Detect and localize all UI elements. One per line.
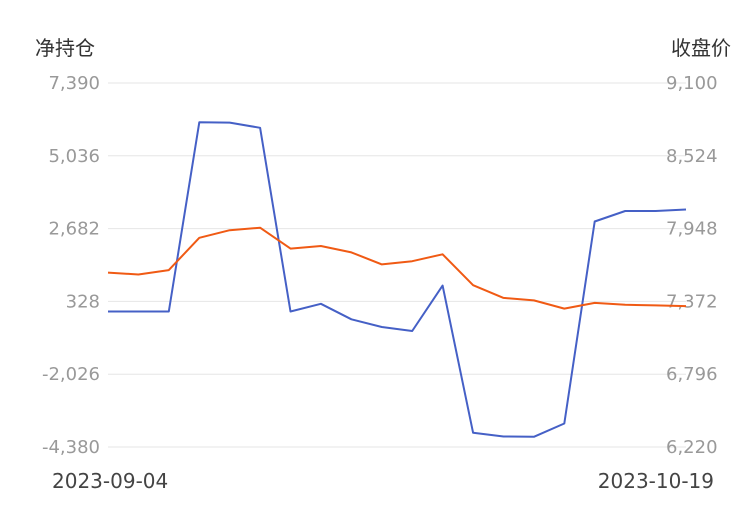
right-tick-label: 9,100: [666, 73, 718, 94]
left-tick-label: 5,036: [48, 146, 100, 167]
right-tick-label: 8,524: [666, 146, 718, 167]
net-position-series-line: [108, 121, 687, 438]
left-axis-ticks: 7,390 5,036 2,682 328 -2,026 -4,380: [42, 73, 100, 458]
left-tick-label: 2,682: [48, 219, 100, 240]
grid-lines: [108, 82, 686, 448]
left-axis-title: 净持仓: [35, 36, 95, 60]
x-axis-end-label: 2023-10-19: [598, 469, 714, 493]
closing-price-series-line: [107, 226, 687, 310]
left-tick-label: 7,390: [48, 73, 100, 94]
right-axis-ticks: 9,100 8,524 7,948 7,372 6,796 6,220: [666, 73, 718, 458]
right-tick-label: 7,948: [666, 219, 718, 240]
right-tick-label: 7,372: [666, 291, 718, 312]
left-tick-label: -4,380: [42, 437, 100, 458]
left-tick-label: -2,026: [42, 364, 100, 385]
right-tick-label: 6,796: [666, 364, 718, 385]
right-axis-title: 收盘价: [671, 36, 731, 60]
series-layer: [107, 121, 687, 438]
right-tick-label: 6,220: [666, 437, 718, 458]
x-axis-start-label: 2023-09-04: [52, 469, 168, 493]
left-tick-label: 328: [66, 291, 100, 312]
